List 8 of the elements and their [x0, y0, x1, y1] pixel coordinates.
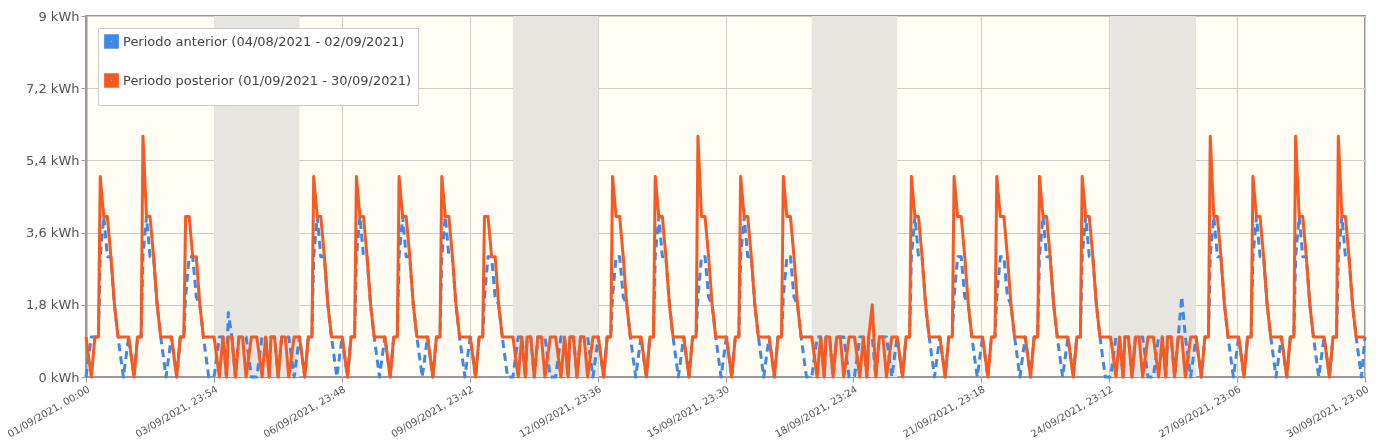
y-tick-label: 7,2 kWh [26, 80, 80, 96]
y-tick-label: 9 kWh [38, 8, 80, 24]
legend-label: Periodo posterior (01/09/2021 - 30/09/2021) [123, 72, 412, 88]
y-tick-label: 5,4 kWh [26, 152, 80, 168]
legend-label: Periodo anterior (04/08/2021 - 02/09/2021) [123, 33, 405, 49]
y-tick-label: 0 kWh [38, 369, 80, 385]
y-tick-label: 1,8 kWh [26, 297, 80, 313]
y-tick-label: 3,6 kWh [26, 225, 80, 241]
